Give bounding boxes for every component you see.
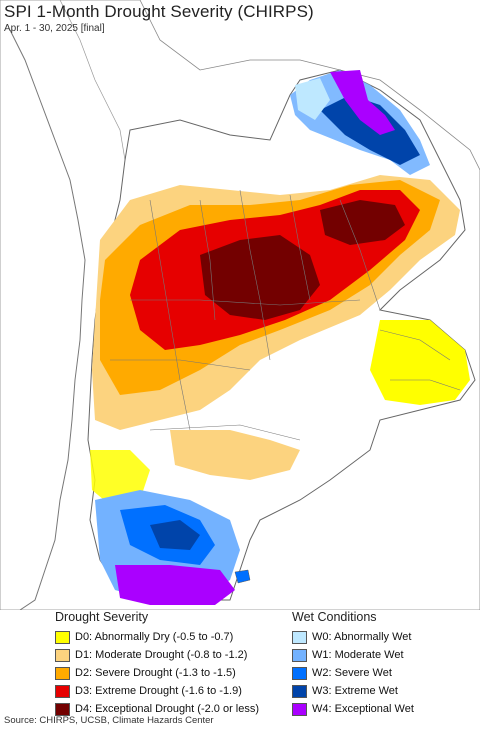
swatch-d2 [55, 666, 70, 680]
drought-d4-zone-east [320, 200, 405, 245]
legend-drought: Drought Severity D0: Abnormally Dry (-0.… [55, 610, 259, 718]
legend-item-w2: W2: Severe Wet [292, 664, 414, 682]
swatch-d0 [55, 630, 70, 644]
legend-label-w1: W1: Moderate Wet [312, 649, 404, 661]
legend-label-d2: D2: Severe Drought (-1.3 to -1.5) [75, 667, 236, 679]
legend-label-d0: D0: Abnormally Dry (-0.5 to -0.7) [75, 631, 234, 643]
legend-label-d4: D4: Exceptional Drought (-2.0 or less) [75, 703, 260, 715]
source-credit: Source: CHIRPS, UCSB, Climate Hazards Ce… [4, 715, 214, 726]
legend-item-d1: D1: Moderate Drought (-0.8 to -1.2) [55, 646, 259, 664]
legend-wet-heading: Wet Conditions [292, 610, 377, 624]
drought-d1-south [170, 430, 300, 480]
pacific-coast [9, 29, 86, 610]
wet-light-north [295, 78, 330, 120]
legend-label-w2: W2: Severe Wet [312, 667, 392, 679]
legend-item-w1: W1: Moderate Wet [292, 646, 414, 664]
province-borders [110, 189, 461, 441]
drought-d4-zone [200, 235, 320, 320]
wet-exceptional-south [115, 565, 235, 605]
legend-label-w3: W3: Extreme Wet [312, 685, 398, 697]
swatch-w4 [292, 702, 307, 716]
legend-label-w4: W4: Exceptional Wet [312, 703, 414, 715]
legend-item-w4: W4: Exceptional Wet [292, 700, 414, 718]
drought-d0-east [370, 320, 470, 405]
wet-exceptional-north [330, 70, 395, 135]
swatch-d1 [55, 648, 70, 662]
legend-item-d0: D0: Abnormally Dry (-0.5 to -0.7) [55, 628, 259, 646]
swatch-w2 [292, 666, 307, 680]
legend-label-d1: D1: Moderate Drought (-0.8 to -1.2) [75, 649, 248, 661]
legend-wet: Wet Conditions W0: Abnormally Wet W1: Mo… [292, 610, 414, 718]
island [234, 569, 251, 584]
swatch-w0 [292, 630, 307, 644]
legend-item-w0: W0: Abnormally Wet [292, 628, 414, 646]
map-canvas [0, 0, 480, 610]
swatch-d3 [55, 684, 70, 698]
swatch-w3 [292, 684, 307, 698]
legend-item-d2: D2: Severe Drought (-1.3 to -1.5) [55, 664, 259, 682]
swatch-d4 [55, 702, 70, 716]
map-title: SPI 1-Month Drought Severity (CHIRPS) [4, 2, 314, 21]
legend-item-w3: W3: Extreme Wet [292, 682, 414, 700]
drought-map: SPI 1-Month Drought Severity (CHIRPS) Ap… [0, 0, 480, 610]
legend-label-d3: D3: Extreme Drought (-1.6 to -1.9) [75, 685, 242, 697]
legend-drought-heading: Drought Severity [55, 610, 149, 624]
legend-item-d3: D3: Extreme Drought (-1.6 to -1.9) [55, 682, 259, 700]
wet-region-north-strong [320, 95, 420, 165]
legend-item-d4: D4: Exceptional Drought (-2.0 or less) [55, 700, 259, 718]
wet-dark-south [150, 520, 200, 550]
legend-label-w0: W0: Abnormally Wet [312, 631, 412, 643]
map-subtitle: Apr. 1 - 30, 2025 [final] [4, 23, 105, 34]
swatch-w1 [292, 648, 307, 662]
